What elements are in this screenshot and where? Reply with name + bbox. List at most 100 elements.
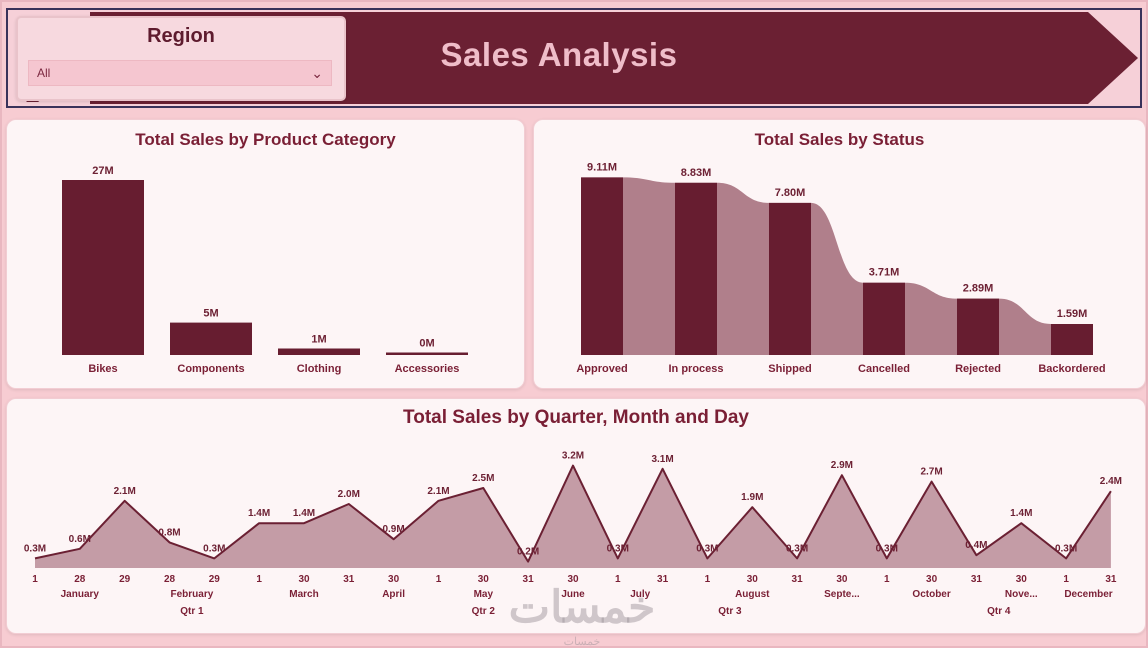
- point-value-label: 2.0M: [338, 489, 360, 500]
- bar-clothing[interactable]: [278, 348, 360, 356]
- point-value-label: 2.1M: [427, 486, 449, 497]
- category-bar-chart[interactable]: 27M Bikes 5M Components 1M Clothing 0M Accessor…: [7, 150, 524, 393]
- point-value-label: 0.3M: [1055, 543, 1077, 554]
- day-tick-label: 31: [523, 574, 535, 585]
- day-tick-label: 1: [705, 574, 711, 585]
- funnel-category-label: Cancelled: [858, 363, 910, 375]
- funnel-bar-in-process[interactable]: [675, 182, 717, 355]
- funnel-value-label: 7.80M: [775, 187, 806, 199]
- day-tick-label: 31: [657, 574, 669, 585]
- category-sales-card: Total Sales by Product Category 27M Bikes…: [6, 119, 525, 389]
- point-value-label: 3.2M: [562, 451, 584, 462]
- day-tick-label: 30: [388, 574, 400, 585]
- region-dropdown-value: All: [37, 66, 51, 80]
- point-value-label: 2.5M: [472, 473, 494, 484]
- funnel-value-label: 2.89M: [963, 283, 994, 295]
- header: Sales Analysis Region All ⌄: [6, 8, 1142, 108]
- point-value-label: 3.1M: [651, 454, 673, 465]
- point-value-label: 2.4M: [1100, 476, 1122, 487]
- month-tick-label: December: [1064, 589, 1112, 600]
- day-tick-label: 30: [926, 574, 938, 585]
- quarter-tick-label: Qtr 2: [472, 606, 496, 617]
- point-value-label: 2.9M: [831, 460, 853, 471]
- point-value-label: 0.3M: [786, 543, 808, 554]
- bar-value-label: 27M: [92, 165, 113, 177]
- daily-area-chart[interactable]: 0.3M 1 0.6M 28 2.1M 29 0.8M 28 0.3M 29 1.4M 1 1.4M 30…: [7, 433, 1145, 638]
- point-value-label: 0.3M: [696, 543, 718, 554]
- point-value-label: 0.2M: [517, 547, 539, 558]
- month-tick-label: Nove...: [1005, 589, 1038, 600]
- month-tick-label: October: [912, 589, 950, 600]
- day-tick-label: 1: [256, 574, 262, 585]
- funnel-bar-shipped[interactable]: [769, 202, 811, 355]
- funnel-category-label: Shipped: [768, 363, 811, 375]
- month-tick-label: January: [61, 589, 100, 600]
- daily-line: [34, 464, 1112, 563]
- funnel-bar-backordered[interactable]: [1051, 324, 1093, 355]
- funnel-value-label: 1.59M: [1057, 308, 1088, 320]
- point-value-label: 1.4M: [1010, 508, 1032, 519]
- point-value-label: 2.7M: [920, 467, 942, 478]
- day-tick-label: 30: [1016, 574, 1028, 585]
- chart-canvas: 0.3M 1 0.6M 28 2.1M 29 0.8M 28 0.3M 29 1.4M 1 1.4M 30…: [24, 451, 1122, 617]
- point-value-label: 0.3M: [876, 543, 898, 554]
- funnel-bar-approved[interactable]: [581, 177, 623, 355]
- daily-chart-title: Total Sales by Quarter, Month and Day: [403, 407, 749, 428]
- region-slicer-label: Region: [147, 25, 215, 47]
- day-tick-label: 31: [971, 574, 983, 585]
- day-tick-label: 29: [209, 574, 221, 585]
- day-tick-label: 31: [1105, 574, 1117, 585]
- day-tick-label: 1: [32, 574, 38, 585]
- status-sales-card: Total Sales by Status 9.11M Approved 8.83M…: [533, 119, 1146, 389]
- point-value-label: 1.4M: [293, 508, 315, 519]
- point-value-label: 1.4M: [248, 508, 270, 519]
- funnel-bar-cancelled[interactable]: [863, 282, 905, 355]
- quarter-tick-label: Qtr 3: [718, 606, 742, 617]
- bar-value-label: 0M: [419, 338, 434, 350]
- point-value-label: 0.6M: [69, 534, 91, 545]
- status-chart-title: Total Sales by Status: [754, 130, 925, 149]
- bar-components[interactable]: [170, 322, 252, 355]
- page-title: Sales Analysis: [440, 36, 678, 73]
- day-tick-label: 1: [615, 574, 621, 585]
- quarter-tick-label: Qtr 1: [180, 606, 204, 617]
- funnel-value-label: 3.71M: [869, 267, 900, 279]
- quarter-tick-label: Qtr 4: [987, 606, 1011, 617]
- month-tick-label: May: [474, 589, 494, 600]
- bar-accessories[interactable]: [386, 352, 468, 356]
- category-chart-title: Total Sales by Product Category: [135, 130, 396, 149]
- bar-category-label: Components: [177, 363, 244, 375]
- bar-category-label: Bikes: [88, 363, 117, 375]
- funnel-bar-rejected[interactable]: [957, 298, 999, 355]
- day-tick-label: 30: [747, 574, 759, 585]
- funnel-value-label: 9.11M: [587, 161, 617, 173]
- daily-area-fill: [35, 465, 1111, 568]
- funnel-category-label: Backordered: [1038, 363, 1105, 375]
- day-tick-label: 30: [836, 574, 848, 585]
- day-tick-label: 30: [298, 574, 310, 585]
- bar-category-label: Accessories: [395, 363, 460, 375]
- month-tick-label: February: [171, 589, 214, 600]
- funnel-value-label: 8.83M: [681, 167, 712, 179]
- month-tick-label: June: [561, 589, 585, 600]
- bar-bikes[interactable]: [62, 180, 144, 355]
- day-tick-label: 28: [164, 574, 176, 585]
- region-dropdown[interactable]: All ⌄: [28, 60, 332, 86]
- bar-value-label: 1M: [311, 334, 326, 346]
- day-tick-label: 1: [1063, 574, 1069, 585]
- daily-sales-card: Total Sales by Quarter, Month and Day 0.…: [6, 398, 1146, 634]
- month-tick-label: Septe...: [824, 589, 860, 600]
- chart-canvas: 27M Bikes 5M Components 1M Clothing 0M Accessor…: [62, 165, 468, 375]
- point-value-label: 1.9M: [741, 492, 763, 503]
- point-value-label: 0.9M: [382, 524, 404, 535]
- point-value-label: 2.1M: [114, 486, 136, 497]
- region-slicer: Region All ⌄: [16, 16, 346, 101]
- point-value-label: 0.3M: [203, 543, 225, 554]
- point-value-label: 0.8M: [158, 527, 180, 538]
- chart-canvas: 9.11M Approved 8.83M In process 7.80M Shipped…: [576, 161, 1105, 375]
- point-value-label: 0.4M: [965, 540, 987, 551]
- month-tick-label: July: [630, 589, 650, 600]
- month-tick-label: August: [735, 589, 770, 600]
- day-tick-label: 30: [478, 574, 490, 585]
- status-funnel-chart[interactable]: 9.11M Approved 8.83M In process 7.80M Shipped…: [534, 150, 1145, 393]
